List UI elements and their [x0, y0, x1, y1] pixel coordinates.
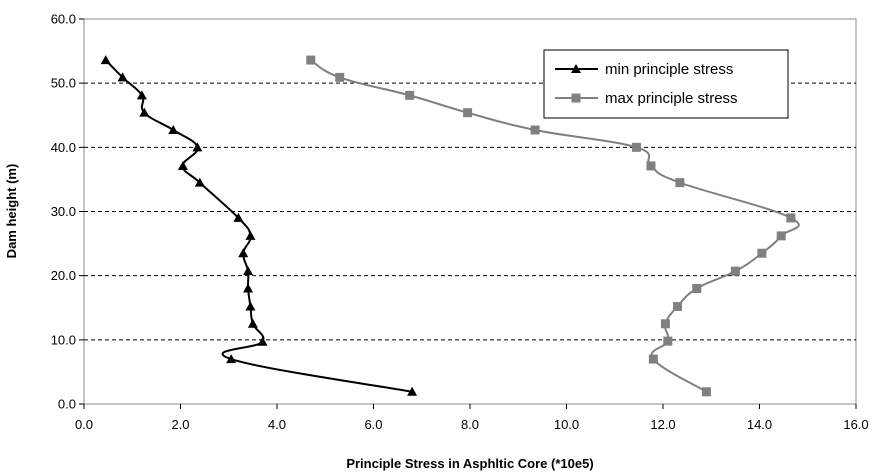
data-point-min — [257, 336, 268, 346]
data-point-max — [463, 108, 473, 118]
data-point-min — [194, 177, 205, 187]
data-point-min — [192, 142, 203, 152]
x-tick-label: 14.0 — [747, 417, 772, 432]
data-point-max — [757, 248, 767, 258]
data-point-max — [663, 336, 673, 346]
y-tick-label: 50.0 — [51, 76, 76, 91]
data-point-max — [631, 142, 641, 152]
x-tick-label: 4.0 — [268, 417, 286, 432]
data-point-max — [675, 178, 685, 188]
data-point-min — [243, 266, 254, 276]
data-point-max — [701, 387, 711, 397]
data-point-max — [306, 55, 316, 65]
data-point-max — [646, 161, 656, 171]
data-point-min — [226, 354, 237, 364]
data-point-max — [648, 354, 658, 364]
y-tick-label: 60.0 — [51, 12, 76, 27]
data-point-max — [405, 90, 415, 100]
data-point-min — [247, 318, 258, 328]
data-point-min — [117, 72, 128, 82]
legend-label-max: max principle stress — [605, 90, 738, 107]
data-point-max — [335, 72, 345, 82]
legend-label-min: min principle stress — [605, 61, 733, 78]
x-tick-label: 6.0 — [364, 417, 382, 432]
x-axis-title: Principle Stress in Asphltic Core (*10e5… — [346, 456, 593, 471]
data-point-min — [243, 283, 254, 293]
y-tick-label: 30.0 — [51, 204, 76, 219]
y-tick-label: 40.0 — [51, 140, 76, 155]
tick-labels: 0.0 10.0 20.0 30.0 40.0 50.0 60.0 0.0 2.0 4.0 6.0 8… — [51, 12, 869, 433]
legend: min principle stress max principle stres… — [543, 49, 789, 119]
data-point-max — [530, 125, 540, 135]
data-point-max — [786, 213, 796, 223]
data-point-min — [136, 90, 147, 100]
data-point-min — [233, 212, 244, 222]
legend-marker-max — [571, 93, 581, 103]
data-point-min — [245, 230, 256, 240]
y-tick-label: 10.0 — [51, 332, 76, 347]
legend-marker-min — [571, 64, 581, 73]
data-point-min — [100, 55, 111, 65]
y-axis-title: Dam height (m) — [4, 164, 19, 259]
y-tick-label: 20.0 — [51, 268, 76, 283]
data-point-min — [139, 107, 150, 117]
data-point-min — [238, 248, 249, 258]
legend-markers — [555, 64, 598, 103]
legend-box — [543, 49, 789, 119]
data-point-min — [407, 386, 418, 396]
data-point-max — [692, 284, 702, 293]
data-point-min — [245, 301, 256, 311]
data-point-max — [776, 231, 786, 241]
x-tick-label: 10.0 — [554, 417, 579, 432]
x-tick-label: 16.0 — [843, 417, 868, 432]
data-point-max — [660, 319, 670, 329]
data-point-max — [672, 301, 682, 311]
data-point-min — [168, 125, 179, 135]
x-tick-label: 8.0 — [461, 417, 479, 432]
x-tick-label: 2.0 — [171, 417, 189, 432]
data-point-min — [177, 160, 188, 170]
data-point-max — [730, 266, 740, 276]
grid-lines — [79, 18, 857, 409]
x-tick-label: 12.0 — [650, 417, 675, 432]
y-tick-label: 0.0 — [58, 397, 76, 412]
x-tick-label: 0.0 — [75, 417, 93, 432]
series-layer — [100, 55, 800, 397]
